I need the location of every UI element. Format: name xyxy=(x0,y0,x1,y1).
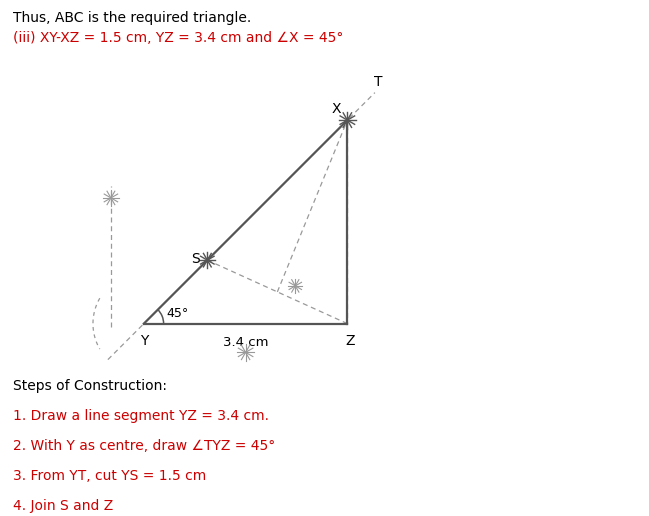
Text: 3. From YT, cut YS = 1.5 cm: 3. From YT, cut YS = 1.5 cm xyxy=(13,469,206,483)
Text: S: S xyxy=(191,252,200,266)
Text: T: T xyxy=(374,75,383,89)
Text: Thus, ABC is the required triangle.: Thus, ABC is the required triangle. xyxy=(13,11,251,25)
Text: Steps of Construction:: Steps of Construction: xyxy=(13,379,167,393)
Text: 45°: 45° xyxy=(167,307,189,320)
Text: 2. With Y as centre, draw ∠TYZ = 45°: 2. With Y as centre, draw ∠TYZ = 45° xyxy=(13,439,275,453)
Text: X: X xyxy=(332,102,341,116)
Text: 3.4 cm: 3.4 cm xyxy=(223,335,268,349)
Text: Z: Z xyxy=(346,334,355,348)
Text: 1. Draw a line segment YZ = 3.4 cm.: 1. Draw a line segment YZ = 3.4 cm. xyxy=(13,409,269,423)
Text: Y: Y xyxy=(140,334,148,348)
Text: 4. Join S and Z: 4. Join S and Z xyxy=(13,499,113,513)
Text: (iii) XY-XZ = 1.5 cm, YZ = 3.4 cm and ∠X = 45°: (iii) XY-XZ = 1.5 cm, YZ = 3.4 cm and ∠X… xyxy=(13,31,343,45)
